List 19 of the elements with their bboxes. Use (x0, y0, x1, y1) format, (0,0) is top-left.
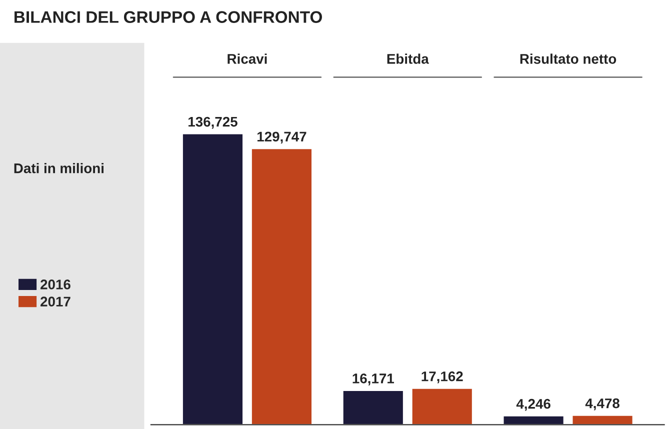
x-tick-label: Risultato netto (520, 54, 616, 64)
x-tick-label: Ricavi (228, 54, 267, 64)
chart-title: BILANCI DEL GRUPPO A CONFRONTO (14, 11, 322, 23)
bar (250, 148, 313, 425)
bar (571, 414, 634, 425)
data-label: 4,478 (585, 398, 620, 410)
bar (342, 390, 404, 425)
bar (410, 387, 474, 425)
x-tick-label: Ebitda (387, 54, 429, 64)
bar (502, 414, 565, 425)
data-label: 17,162 (422, 371, 463, 384)
data-label: 16,171 (352, 374, 394, 386)
legend-label: 2017 (40, 296, 70, 307)
data-label: 129,747 (257, 132, 306, 144)
data-label: 4,246 (516, 398, 550, 411)
text: Dati in milioni (14, 163, 104, 174)
legend-label: 2016 (40, 280, 70, 290)
bar (182, 132, 244, 425)
data-label: 136,725 (188, 116, 238, 129)
